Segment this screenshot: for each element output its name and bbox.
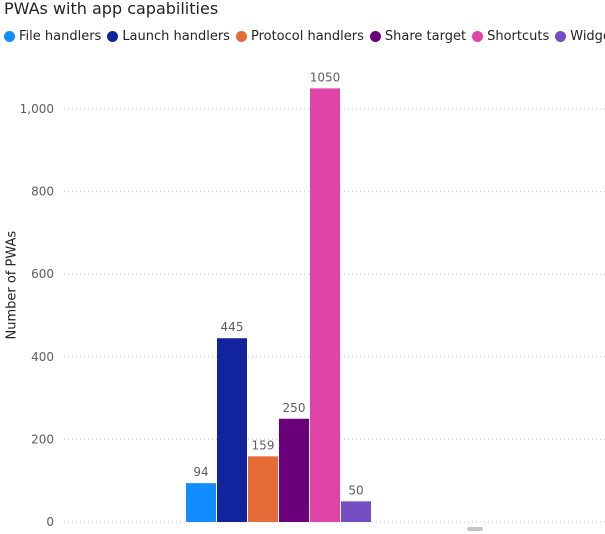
legend-label-share-target: Share target [384, 29, 467, 44]
legend-item-launch-handlers[interactable]: Launch handlers [107, 29, 230, 44]
legend-item-protocol-handlers[interactable]: Protocol handlers [235, 29, 364, 44]
y-tick-label-600: 600 [31, 267, 54, 281]
legend-marker-protocol-handlers [235, 31, 247, 42]
legend-label-file-handlers: File handlers [19, 29, 102, 44]
data-label-launch-handlers: 445 [221, 320, 244, 334]
chart-legend: File handlers Launch handlers Protocol h… [4, 29, 605, 44]
y-tick-label-800: 800 [31, 185, 54, 199]
data-label-share-target: 250 [283, 401, 306, 415]
bar-protocol-handlers[interactable] [248, 456, 278, 522]
legend-label-shortcuts: Shortcuts [487, 29, 550, 44]
y-tick-label-0: 0 [46, 515, 54, 529]
bar-file-handlers[interactable] [186, 483, 216, 522]
legend-marker-shortcuts [472, 31, 484, 42]
legend-label-widgets: Widgets [570, 29, 605, 44]
bar-widgets[interactable] [341, 501, 371, 522]
data-label-protocol-handlers: 159 [252, 438, 275, 452]
legend-marker-file-handlers [4, 31, 15, 42]
bar-shortcuts[interactable] [310, 88, 340, 522]
chart-title: PWAs with app capabilities [4, 0, 219, 18]
legend-marker-launch-handlers [107, 31, 119, 42]
bar-share-target[interactable] [279, 418, 309, 522]
legend-item-shortcuts[interactable]: Shortcuts [472, 29, 549, 44]
horizontal-scrollbar-handle[interactable] [467, 527, 483, 531]
legend-label-protocol-handlers: Protocol handlers [250, 29, 364, 44]
legend-label-launch-handlers: Launch handlers [122, 29, 230, 44]
legend-item-share-target[interactable]: Share target [369, 29, 467, 44]
legend-item-widgets[interactable]: Widgets [555, 29, 605, 44]
bar-launch-handlers[interactable] [217, 338, 247, 522]
data-label-file-handlers: 94 [193, 465, 208, 479]
data-label-shortcuts: 1050 [310, 70, 341, 84]
data-label-widgets: 50 [348, 483, 363, 497]
legend-marker-share-target [369, 31, 381, 42]
y-tick-label-1000: 1,000 [20, 102, 54, 116]
y-tick-label-400: 400 [31, 350, 54, 364]
y-tick-label-200: 200 [31, 432, 54, 446]
legend-item-file-handlers[interactable]: File handlers [4, 29, 101, 44]
legend-marker-widgets [555, 31, 567, 42]
